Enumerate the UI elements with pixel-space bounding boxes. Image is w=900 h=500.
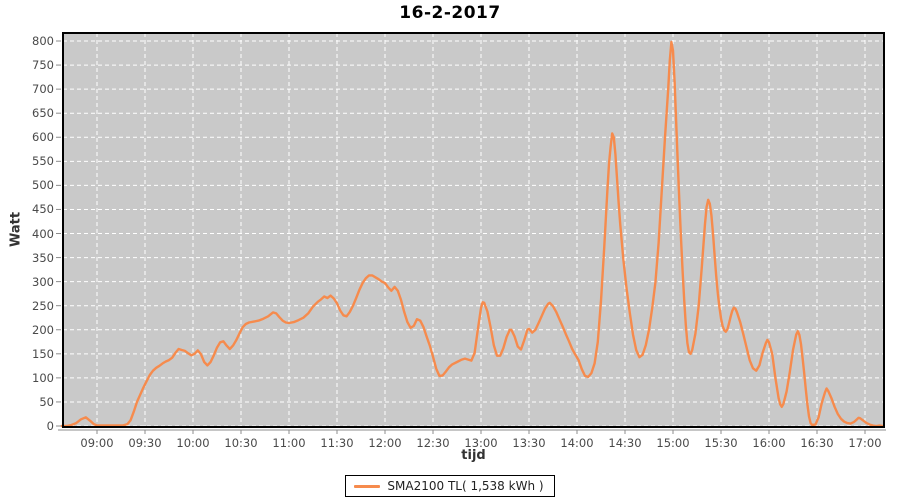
x-tick-label: 09:00 — [80, 436, 114, 450]
plot-border — [62, 32, 885, 428]
x-tick-label: 16:30 — [800, 436, 834, 450]
y-tick-label: 550 — [32, 154, 54, 169]
x-tick-label: 15:00 — [656, 436, 690, 450]
x-tick-label: 14:30 — [608, 436, 642, 450]
plot-background — [63, 33, 884, 427]
y-tick-label: 0 — [46, 419, 54, 433]
y-tick-label: 150 — [32, 346, 54, 361]
y-tick-label: 350 — [32, 250, 54, 265]
y-tick-label: 500 — [32, 178, 54, 193]
x-tick-label: 12:30 — [416, 436, 450, 450]
y-tick-label: 700 — [32, 82, 54, 97]
x-tick-label: 10:30 — [224, 436, 258, 450]
x-tick-label: 09:30 — [128, 436, 162, 450]
x-tick-label: 15:30 — [704, 436, 738, 450]
legend-label: SMA2100 TL( 1,538 kWh ) — [387, 479, 544, 493]
legend: SMA2100 TL( 1,538 kWh ) — [0, 475, 900, 497]
series-line — [60, 40, 884, 428]
x-tick-label: 14:00 — [560, 436, 594, 450]
x-tick-label: 12:00 — [368, 436, 402, 450]
y-tick-label: 50 — [39, 394, 54, 409]
x-tick-label: 16:00 — [752, 436, 786, 450]
y-tick-label: 800 — [32, 34, 54, 48]
x-tick-label: 13:00 — [464, 436, 498, 450]
y-tick-label: 400 — [32, 226, 54, 241]
x-tick-label: 17:00 — [848, 436, 882, 450]
y-axis-title: Watt — [8, 211, 24, 248]
y-tick-label: 300 — [32, 274, 54, 289]
chart-title: 16-2-2017 — [399, 3, 501, 23]
x-tick-label: 13:30 — [512, 436, 546, 450]
legend-box: SMA2100 TL( 1,538 kWh ) — [345, 475, 555, 497]
y-tick-label: 200 — [32, 322, 54, 337]
series-line-icon — [354, 484, 381, 488]
y-tick-label: 650 — [32, 106, 54, 121]
x-tick-label: 10:00 — [176, 436, 210, 450]
x-axis-title: tijd — [461, 448, 486, 463]
y-tick-label: 100 — [32, 370, 54, 385]
y-tick-label: 750 — [32, 58, 54, 73]
y-tick-label: 450 — [32, 202, 54, 217]
x-tick-label: 11:00 — [272, 436, 306, 450]
y-tick-label: 600 — [32, 130, 54, 145]
y-tick-label: 250 — [32, 298, 54, 313]
x-tick-label: 11:30 — [320, 436, 354, 450]
